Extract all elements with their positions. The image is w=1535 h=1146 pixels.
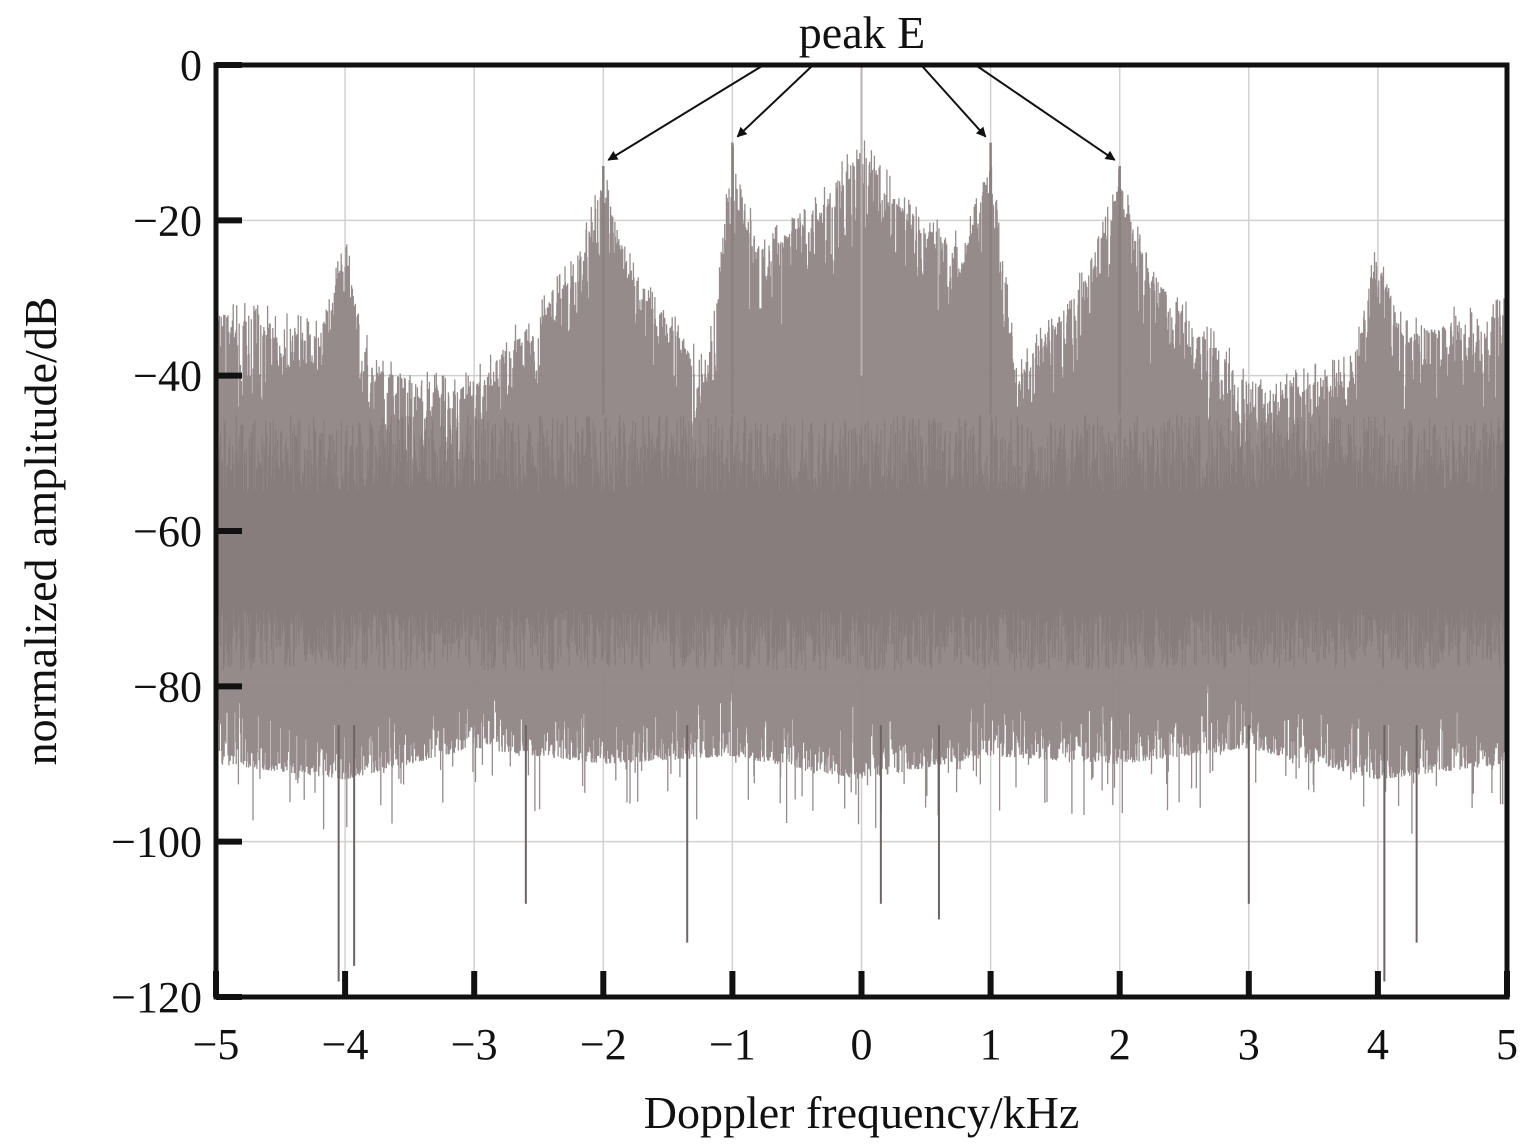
x-tick-label: 2 (1109, 1020, 1131, 1069)
peak-arrow (736, 65, 813, 138)
y-tick-label: −100 (111, 818, 202, 867)
y-tick-label: −80 (133, 662, 202, 711)
x-tick-label: −4 (322, 1020, 369, 1069)
y-tick-label: −40 (133, 352, 202, 401)
peak-arrow (607, 65, 763, 161)
y-tick-label: −120 (111, 973, 202, 1022)
spectrum-series (216, 65, 1507, 982)
x-tick-label: 1 (980, 1020, 1002, 1069)
axis-ticks: −5 −4 −3 −2 −1 0 1 2 3 4 5 0 −20 −40 −60 −80 −100 −120 (111, 41, 1518, 1069)
y-tick-label: 0 (180, 41, 202, 90)
peak-arrow (921, 65, 987, 138)
y-tick-label: −20 (133, 196, 202, 245)
y-axis-title: normalized amplitude/dB (15, 297, 66, 766)
peak-annotation: peak E (607, 7, 1116, 161)
y-tick-label: −60 (133, 507, 202, 556)
x-tick-label: −3 (451, 1020, 498, 1069)
x-tick-label: 3 (1238, 1020, 1260, 1069)
spectrum-core (216, 414, 1507, 671)
peak-arrow (976, 65, 1116, 161)
x-tick-label: −2 (580, 1020, 627, 1069)
x-tick-label: 4 (1367, 1020, 1389, 1069)
peak-e-label: peak E (799, 7, 925, 58)
x-axis-title: Doppler frequency/kHz (644, 1087, 1080, 1138)
x-tick-label: −5 (193, 1020, 240, 1069)
x-tick-label: 5 (1496, 1020, 1518, 1069)
x-tick-label: −1 (709, 1020, 756, 1069)
x-tick-label: 0 (851, 1020, 873, 1069)
